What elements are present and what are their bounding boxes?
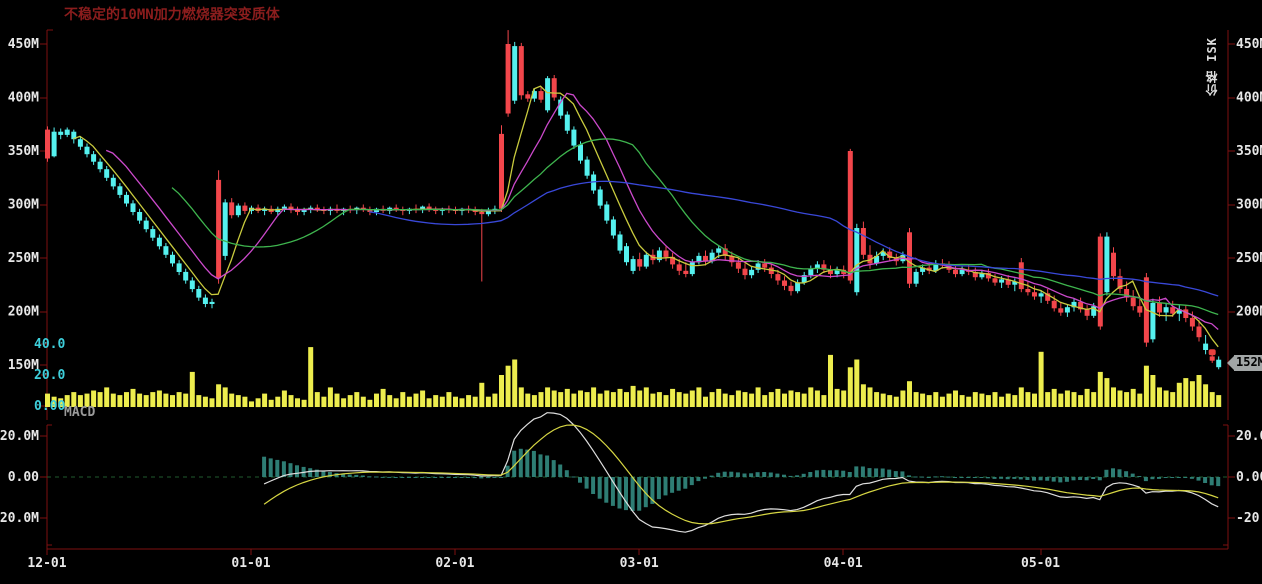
svg-text:03-01: 03-01 [620, 556, 659, 571]
macd-panel [47, 412, 1228, 533]
axes [40, 29, 1235, 555]
svg-text:150M: 150M [8, 358, 39, 373]
svg-text:450M: 450M [8, 37, 39, 52]
svg-text:0.00: 0.00 [8, 470, 39, 485]
svg-text:300M: 300M [1236, 198, 1262, 213]
svg-text:20.0M: 20.0M [0, 429, 39, 444]
svg-text:12-01: 12-01 [27, 556, 66, 571]
macd-panel-label: MACD [64, 405, 96, 420]
current-price-tag: 152M [1227, 355, 1262, 371]
volume-bars [45, 347, 1222, 408]
svg-text:200M: 200M [8, 305, 39, 320]
svg-text:20.0: 20.0 [34, 368, 65, 383]
svg-text:02-01: 02-01 [435, 556, 474, 571]
svg-text:200M: 200M [1236, 305, 1262, 320]
svg-text:400M: 400M [1236, 91, 1262, 106]
macd-signal-line [263, 424, 1219, 525]
chart-title: 不稳定的10MN加力燃烧器突变质体 [64, 7, 280, 23]
svg-text:450M: 450M [1236, 37, 1262, 52]
svg-text:01-01: 01-01 [231, 556, 270, 571]
svg-text:350M: 350M [1236, 144, 1262, 159]
axis-tick-labels: 450M 400M 350M 300M 250M 200M 150M 450M 400M 350M… [0, 37, 1262, 571]
svg-text:300M: 300M [8, 198, 39, 213]
svg-text:400M: 400M [8, 91, 39, 106]
moving-average-lines [73, 85, 1219, 348]
svg-text:250M: 250M [8, 251, 39, 266]
svg-text:350M: 350M [8, 144, 39, 159]
svg-text:04-01: 04-01 [824, 556, 863, 571]
svg-text:250M: 250M [1236, 251, 1262, 266]
svg-text:40.0: 40.0 [34, 337, 65, 352]
svg-text:-20.0M: -20.0M [1236, 511, 1262, 526]
svg-text:0.00: 0.00 [34, 399, 65, 414]
price-axis-title: 价格 ISK [1205, 37, 1219, 96]
svg-text:-20.0M: -20.0M [0, 511, 39, 526]
candles [45, 30, 1222, 370]
last-price-marker-icon [1208, 349, 1216, 356]
svg-text:0.00: 0.00 [1236, 470, 1262, 485]
svg-text:20.0M: 20.0M [1236, 429, 1262, 444]
svg-text:05-01: 05-01 [1021, 556, 1060, 571]
